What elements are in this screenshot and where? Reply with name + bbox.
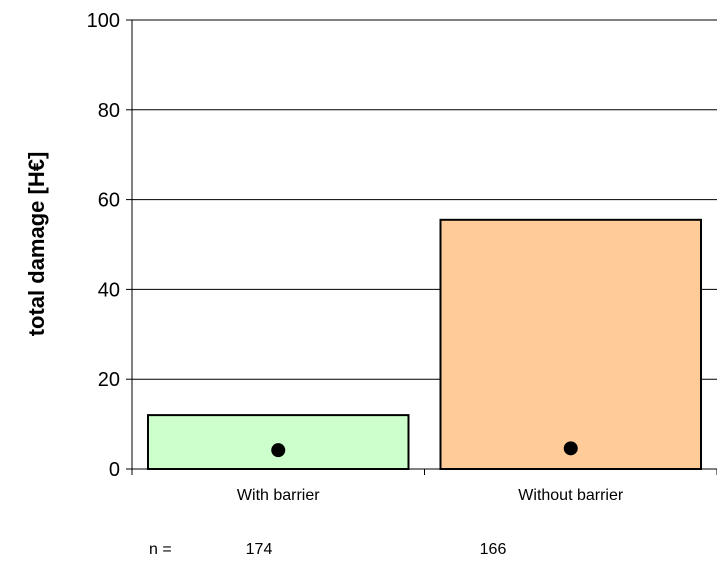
marker-1 [563, 441, 578, 456]
y-tick-label-0: 0 [109, 459, 120, 481]
bar-1 [439, 218, 702, 470]
n-prefix-label: n = [149, 541, 172, 558]
x-category-label-1: Without barrier [518, 487, 624, 504]
y-tick-label-80: 80 [98, 100, 120, 122]
n-values: 174 166 [246, 541, 507, 558]
y-tick-label-100: 100 [87, 10, 120, 32]
y-tick-label-20: 20 [98, 369, 120, 391]
y-axis-title: total damage [H€] [24, 152, 49, 337]
marker-0 [271, 443, 286, 458]
bars [147, 218, 702, 470]
n-value-1: 166 [480, 541, 507, 558]
x-category-label-0: With barrier [237, 487, 320, 504]
x-category-labels: With barrier Without barrier [237, 487, 624, 504]
y-tick-labels: 0 20 40 60 80 100 [87, 10, 120, 481]
n-value-0: 174 [246, 541, 273, 558]
y-tick-label-60: 60 [98, 190, 120, 212]
axes [126, 19, 717, 475]
y-tick-label-40: 40 [98, 279, 120, 301]
markers [271, 441, 578, 458]
bar-0 [147, 414, 410, 470]
